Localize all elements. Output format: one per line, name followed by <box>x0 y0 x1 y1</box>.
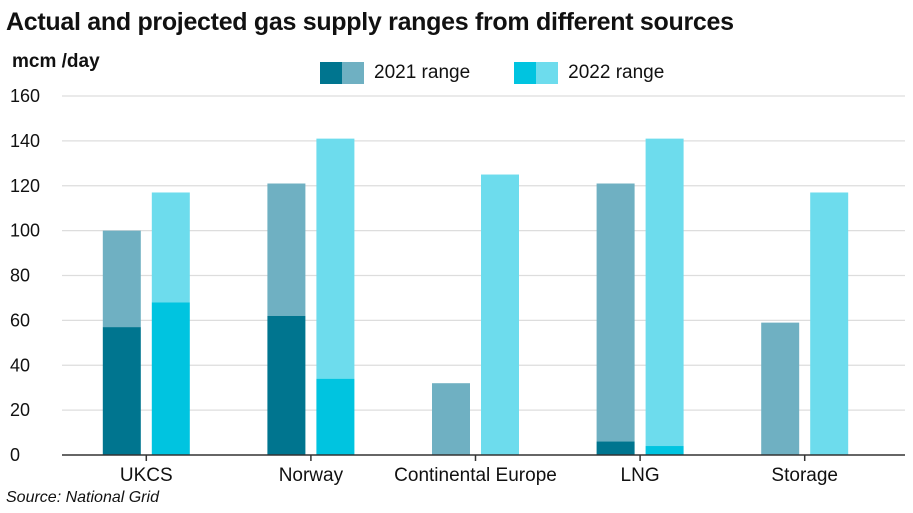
y-axis-label: mcm /day <box>12 51 100 72</box>
source-note: Source: National Grid <box>6 489 159 506</box>
bar-ukcs-2021-high <box>102 230 141 328</box>
legend-item-2022: 2022 range <box>514 62 664 84</box>
y-tick-120: 120 <box>10 176 40 196</box>
bar-ukcs-2022-high <box>151 192 190 303</box>
y-tick-labels: 0 20 40 60 80 100 120 140 160 <box>10 86 40 465</box>
y-tick-20: 20 <box>10 400 30 420</box>
bar-lng-2021-high <box>596 183 635 442</box>
category-label-ukcs: UKCS <box>120 465 173 486</box>
y-tick-40: 40 <box>10 355 30 375</box>
y-tick-0: 0 <box>10 445 20 465</box>
bar-continental-europe-2021-high <box>432 383 470 455</box>
category-labels: UKCS Norway Continental Europe LNG Storage <box>120 465 838 486</box>
chart-title: Actual and projected gas supply ranges f… <box>6 8 734 36</box>
legend-label-2022: 2022 range <box>568 62 665 83</box>
bar-continental-europe-2022-high <box>481 174 519 455</box>
category-label-lng: LNG <box>621 465 660 486</box>
y-tick-60: 60 <box>10 310 30 330</box>
category-label-storage: Storage <box>771 465 838 486</box>
legend: 2021 range 2022 range <box>320 62 664 84</box>
bar-norway-2022-low <box>316 378 355 455</box>
legend-item-2021: 2021 range <box>320 62 470 84</box>
legend-swatch-2021-low <box>320 62 342 84</box>
y-tick-80: 80 <box>10 266 30 286</box>
legend-swatch-2021-high <box>342 62 364 84</box>
legend-label-2021: 2021 range <box>374 62 471 83</box>
bar-lng-2021-low <box>596 441 635 455</box>
bar-storage-2022-high <box>810 192 849 455</box>
bar-norway-2021-high <box>267 183 306 316</box>
bar-norway-2021-low <box>267 315 306 455</box>
bar-storage-2021-high <box>761 322 800 455</box>
bar-lng-2022-high <box>645 138 684 447</box>
bar-ukcs-2021-low <box>102 327 141 455</box>
bars <box>102 138 849 455</box>
bar-ukcs-2022-low <box>151 302 190 455</box>
bar-norway-2022-high <box>316 138 355 379</box>
y-tick-160: 160 <box>10 86 40 106</box>
y-tick-140: 140 <box>10 131 40 151</box>
bar-lng-2022-low <box>645 446 684 455</box>
legend-swatch-2022-high <box>536 62 559 84</box>
legend-swatch-2022-low <box>514 62 537 84</box>
x-axis <box>62 454 905 461</box>
category-label-continental-europe: Continental Europe <box>394 465 557 486</box>
y-tick-100: 100 <box>10 221 40 241</box>
category-label-norway: Norway <box>279 465 344 486</box>
